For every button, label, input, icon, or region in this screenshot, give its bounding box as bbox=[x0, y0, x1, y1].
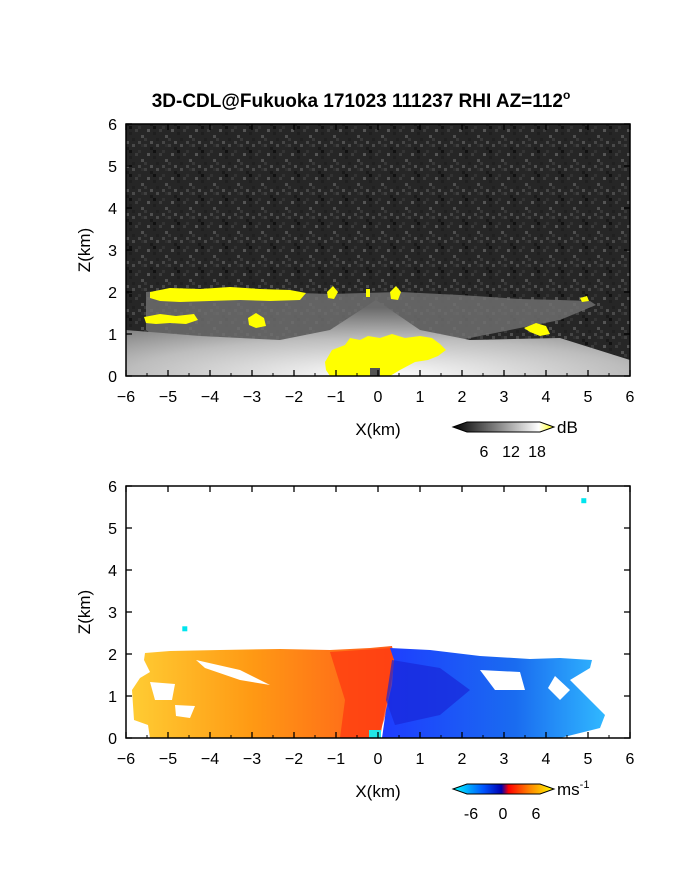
velocity-xtick-label: 6 bbox=[626, 751, 635, 768]
velocity-ytick-label: 5 bbox=[108, 521, 117, 538]
velocity-xtick-label: 2 bbox=[458, 751, 467, 768]
intensity-xtick-label: −4 bbox=[201, 389, 219, 406]
velocity-positive-core bbox=[330, 648, 395, 738]
velocity-xtick-label: −6 bbox=[117, 751, 135, 768]
intensity-xtick-label: −5 bbox=[159, 389, 177, 406]
velocity-colorbar-tick-3: 6 bbox=[532, 806, 541, 823]
intensity-xtick-label: 2 bbox=[458, 389, 467, 406]
velocity-ytick-label: 4 bbox=[108, 563, 117, 580]
intensity-xtick-label: 6 bbox=[626, 389, 635, 406]
figure-title: 3D-CDL@Fukuoka 171023 111237 RHI AZ=112o bbox=[152, 88, 571, 112]
velocity-xtick-label: 3 bbox=[500, 751, 509, 768]
velocity-colorbar-tick-1: -6 bbox=[464, 806, 478, 823]
velocity-ylabel: Z(km) bbox=[75, 590, 94, 634]
intensity-xtick-label: 1 bbox=[416, 389, 425, 406]
velocity-xtick-label: 4 bbox=[542, 751, 551, 768]
intensity-ytick-label: 1 bbox=[108, 327, 117, 344]
intensity-ytick-label: 5 bbox=[108, 159, 117, 176]
intensity-colorbar-tick-3: 18 bbox=[528, 444, 546, 461]
velocity-xtick-label: 0 bbox=[374, 751, 383, 768]
strong-echo-patch-x-3_8 bbox=[524, 323, 550, 336]
title-text: 3D-CDL@Fukuoka 171023 111237 RHI AZ=112 bbox=[152, 91, 563, 112]
intensity-ytick-label: 3 bbox=[108, 243, 117, 260]
intensity-strong-echo bbox=[144, 286, 589, 376]
intensity-ytick-label: 2 bbox=[108, 285, 117, 302]
intensity-xtick-label: −6 bbox=[117, 389, 135, 406]
intensity-colorbar-unit: dB bbox=[557, 418, 578, 437]
intensity-colorbar: dB 6 12 18 bbox=[451, 418, 578, 461]
velocity-xtick-label: −4 bbox=[201, 751, 219, 768]
velocity-colorbar: ms-1 -6 0 6 bbox=[451, 779, 589, 823]
intensity-xtick-label: 4 bbox=[542, 389, 551, 406]
intensity-ytick-label: 6 bbox=[108, 117, 117, 134]
velocity-negative-core bbox=[386, 660, 470, 725]
intensity-colorbar-tick-1: 6 bbox=[480, 444, 489, 461]
intensity-colorbar-tick-2: 12 bbox=[502, 444, 520, 461]
velocity-xtick-label: −1 bbox=[327, 751, 345, 768]
intensity-ytick-label: 0 bbox=[108, 369, 117, 386]
intensity-xtick-label: −1 bbox=[327, 389, 345, 406]
velocity-isolated-point bbox=[182, 626, 188, 632]
intensity-colorbar-bar bbox=[451, 421, 556, 433]
strong-echo-low-patch bbox=[144, 314, 198, 324]
radar-marker bbox=[370, 368, 380, 376]
strong-echo-top-spot-1 bbox=[327, 286, 338, 299]
velocity-ytick-label: 1 bbox=[108, 689, 117, 706]
strong-echo-cloud-top bbox=[150, 287, 306, 302]
intensity-xlabel: X(km) bbox=[355, 420, 400, 439]
velocity-panel: −6 −5 −4 −3 −2 −1 0 1 2 3 4 5 6 0 1 2 3 4 5 6 X(km) Z(km) m… bbox=[75, 479, 635, 823]
velocity-isolated-point bbox=[581, 498, 587, 504]
strong-echo-top-spot-2 bbox=[390, 286, 401, 300]
title-superscript: o bbox=[563, 88, 570, 102]
intensity-ytick-label: 4 bbox=[108, 201, 117, 218]
intensity-xtick-label: 0 bbox=[374, 389, 383, 406]
intensity-xtick-label: −2 bbox=[285, 389, 303, 406]
velocity-ytick-label: 3 bbox=[108, 605, 117, 622]
velocity-colorbar-tick-2: 0 bbox=[499, 806, 508, 823]
velocity-positive-region bbox=[132, 646, 395, 738]
velocity-xlabel: X(km) bbox=[355, 782, 400, 801]
intensity-xtick-label: −3 bbox=[243, 389, 261, 406]
velocity-positive-gaps bbox=[150, 660, 270, 718]
velocity-radar-marker bbox=[369, 730, 381, 738]
velocity-xtick-label: −2 bbox=[285, 751, 303, 768]
velocity-xtick-label: −5 bbox=[159, 751, 177, 768]
velocity-ytick-label: 0 bbox=[108, 731, 117, 748]
strong-echo-top-spot-3 bbox=[580, 296, 589, 302]
intensity-axes: −6 −5 −4 −3 −2 −1 0 1 2 3 4 5 6 0 1 2 3 4 5 6 bbox=[108, 117, 634, 406]
intensity-xtick-label: 3 bbox=[500, 389, 509, 406]
strong-echo-top-spot-4 bbox=[366, 289, 370, 297]
velocity-colorbar-bar bbox=[451, 783, 556, 795]
strong-echo-near-radar bbox=[325, 334, 446, 376]
velocity-unit-exponent: -1 bbox=[580, 779, 590, 791]
intensity-ylabel: Z(km) bbox=[75, 228, 94, 272]
velocity-xtick-label: 5 bbox=[584, 751, 593, 768]
velocity-colorbar-unit: ms-1 bbox=[557, 779, 589, 799]
velocity-xtick-label: 1 bbox=[416, 751, 425, 768]
strong-echo-patch-x-3 bbox=[248, 313, 266, 328]
velocity-axes: −6 −5 −4 −3 −2 −1 0 1 2 3 4 5 6 0 1 2 3 4 5 6 bbox=[108, 479, 634, 768]
velocity-ytick-label: 6 bbox=[108, 479, 117, 496]
velocity-ytick-label: 2 bbox=[108, 647, 117, 664]
velocity-negative-gaps bbox=[480, 670, 570, 700]
intensity-xtick-label: 5 bbox=[584, 389, 593, 406]
velocity-xtick-label: −3 bbox=[243, 751, 261, 768]
velocity-unit-text: ms bbox=[557, 780, 580, 799]
